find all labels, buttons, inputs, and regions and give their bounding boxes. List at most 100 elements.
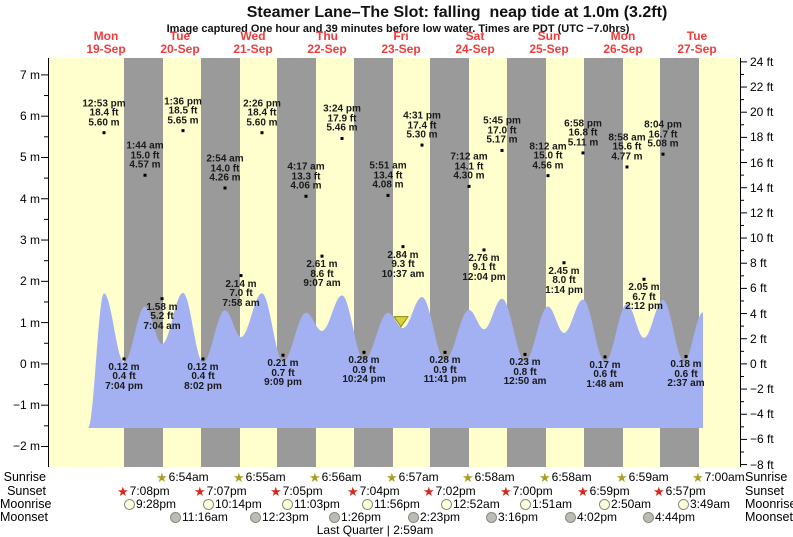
sunrise-star-icon: ★: [309, 469, 321, 485]
sunrise-star-icon: ★: [462, 469, 474, 485]
tide-label-line: 5.2 ft: [150, 311, 174, 323]
left-axis-tick-label: −1 m: [12, 398, 40, 413]
tide-label-line: 1:14 pm: [545, 284, 583, 296]
tide-label-line: 4.06 m: [290, 180, 322, 192]
moonset-icon: [565, 511, 576, 523]
right-axis-tick-label: 2 ft: [750, 331, 767, 346]
tide-label-line: 5.60 m: [88, 117, 120, 129]
moonrise-row-label-left: Moonrise: [0, 497, 52, 511]
right-axis-tick-label: 10 ft: [750, 231, 774, 246]
tide-label-line: 1:48 am: [586, 378, 624, 390]
tide-label-line: 8.0 ft: [552, 275, 576, 287]
sunrise-star-icon: ★: [386, 469, 398, 485]
sunrise-time: 7:00am: [704, 470, 745, 484]
sunset-entry: ★ 6:59pm: [577, 484, 630, 498]
day-name: Mon: [610, 29, 636, 43]
low-tide-label: 0.12 m 0.4 ft 8:02 pm: [184, 363, 222, 392]
day-name: Tue: [169, 29, 191, 43]
tide-label-line: 16.7 ft: [648, 129, 678, 141]
tide-label-line: 0.4 ft: [191, 371, 215, 383]
tide-label-line: 13.3 ft: [291, 171, 321, 183]
sunrise-entry: ★ 6:54am: [156, 470, 209, 484]
tide-label-line: 12:53 pm: [82, 98, 126, 110]
tide-label-line: 7:58 am: [222, 297, 260, 309]
tide-label-line: 4.77 m: [611, 151, 643, 163]
tide-label-line: 15.6 ft: [612, 141, 642, 153]
right-axis-tick-label: 4 ft: [750, 306, 767, 321]
current-tide-marker: [393, 316, 409, 328]
low-tide-label: 0.23 m 0.8 ft 12:50 am: [504, 358, 547, 387]
moonset-icon: [408, 511, 419, 523]
moonrise-time: 11:03pm: [294, 497, 340, 511]
tide-label-line: 6:58 pm: [564, 118, 602, 130]
tide-event-dot: [661, 152, 665, 156]
sunrise-row-label-right: Sunrise: [745, 470, 788, 484]
low-tide-label: 0.28 m 0.9 ft 11:41 pm: [424, 356, 467, 385]
tide-label-line: 6.7 ft: [632, 291, 656, 303]
moonrise-entry: 3:49am: [678, 497, 730, 511]
tide-event-dot: [223, 186, 227, 190]
tide-label-line: 4.30 m: [453, 170, 485, 182]
tide-label-line: 5.11 m: [567, 137, 599, 149]
tide-curve: [88, 292, 703, 428]
day-name: Mon: [93, 29, 119, 43]
right-axis-tick-label: 14 ft: [750, 180, 774, 195]
tide-event-dot: [467, 184, 471, 188]
moonrise-time: 10:14pm: [215, 497, 262, 511]
tide-event-dot: [102, 131, 106, 135]
sunrise-time: 6:59am: [628, 470, 669, 484]
tide-label-line: 2.84 m: [387, 249, 419, 261]
day-date: 21-Sep: [233, 42, 273, 56]
tide-label-line: 2.61 m: [306, 259, 338, 271]
tide-label-line: 0.21 m: [267, 358, 299, 370]
moonrise-icon: [203, 498, 214, 510]
moonrise-icon: [124, 498, 135, 510]
tide-event-dot: [684, 354, 688, 358]
tide-label-line: 14.1 ft: [454, 161, 484, 173]
day-name: Sun: [537, 29, 561, 43]
right-axis-tick-label: 24 ft: [750, 54, 774, 69]
day-name: Wed: [240, 29, 266, 43]
high-tide-label: 8:58 am 15.6 ft 4.77 m: [608, 133, 645, 162]
sunrise-time: 6:58am: [474, 470, 515, 484]
tide-label-line: 7.0 ft: [229, 288, 253, 300]
day-header: Mon 26-Sep: [603, 30, 642, 56]
tide-label-line: 10:37 am: [381, 268, 425, 280]
sunset-star-icon: ★: [117, 483, 129, 499]
tide-event-dot: [603, 355, 607, 359]
tide-label-line: 8:58 am: [608, 132, 646, 144]
right-axis-tick-label: 22 ft: [750, 80, 774, 95]
moonrise-time: 2:50am: [611, 497, 652, 511]
day-header: Tue 27-Sep: [677, 30, 716, 56]
tide-label-line: 0.12 m: [108, 361, 140, 373]
tide-label-line: 14.0 ft: [210, 163, 240, 175]
tide-label-line: 5:51 am: [369, 160, 407, 172]
sunrise-star-icon: ★: [233, 469, 245, 485]
tide-label-line: 7:04 pm: [105, 380, 143, 392]
moonset-entry: 3:16pm: [486, 510, 538, 524]
high-tide-label: 4:31 pm 17.4 ft 5.30 m: [403, 111, 441, 141]
sunset-entry: ★ 7:00pm: [500, 484, 553, 498]
tide-label-line: 5:45 pm: [483, 115, 521, 127]
high-tide-label: 4:17 am 13.3 ft 4.06 m: [287, 163, 324, 192]
tide-label-line: 1:44 am: [126, 140, 164, 152]
sunset-time: 7:02pm: [435, 484, 476, 498]
tide-event-dot: [122, 357, 126, 361]
left-axis-tick-label: 6 m: [19, 109, 40, 124]
tide-event-dot: [340, 136, 344, 140]
sunset-star-icon: ★: [423, 483, 435, 499]
moonrise-entry: 2:50am: [599, 497, 651, 511]
day-date: 26-Sep: [603, 42, 643, 56]
sunset-row-label-right: Sunset: [745, 484, 784, 498]
tide-label-line: 9.1 ft: [472, 262, 496, 274]
tide-event-dot: [482, 248, 486, 252]
sunset-star-icon: ★: [347, 483, 359, 499]
tide-label-line: 2:12 pm: [625, 301, 663, 313]
left-axis-tick-label: 0 m: [19, 356, 40, 371]
tide-label-line: 0.17 m: [589, 359, 621, 371]
day-date: 23-Sep: [381, 42, 421, 56]
tide-label-line: 4.56 m: [532, 160, 564, 172]
tide-label-line: 18.5 ft: [168, 105, 198, 117]
day-header: Tue 20-Sep: [160, 30, 199, 56]
